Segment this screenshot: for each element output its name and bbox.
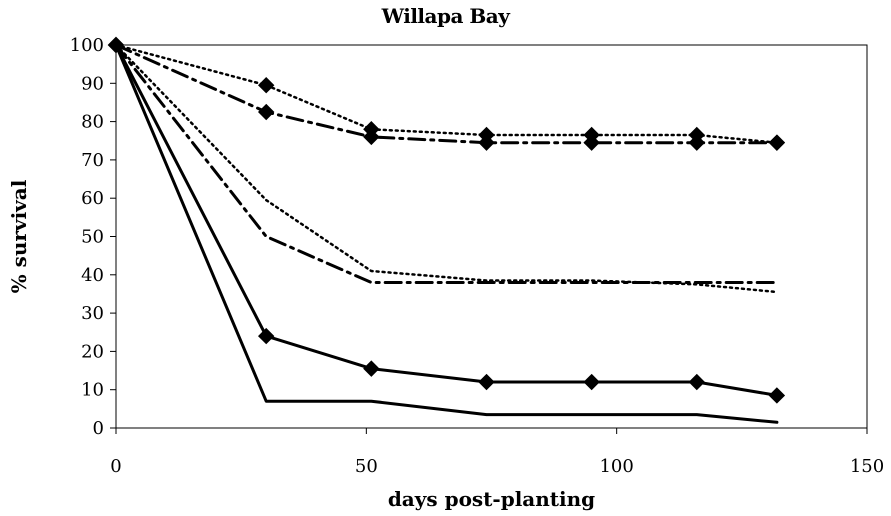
- series-group: [107, 36, 786, 424]
- series-line: [114, 43, 779, 424]
- series-line: [114, 43, 779, 397]
- axis-labels: 0 10 20 30 40 50 60 70 80 90 100 0 50 100 150 days post…: [7, 35, 884, 511]
- y-tick-label: 20: [81, 341, 104, 362]
- y-tick-label: 10: [81, 380, 104, 401]
- series-4: [114, 43, 779, 284]
- data-point: [768, 387, 786, 404]
- data-point: [363, 128, 380, 146]
- data-point: [583, 373, 600, 391]
- y-tick-label: 50: [81, 227, 104, 248]
- series-line: [114, 43, 779, 144]
- y-tick-label: 0: [93, 418, 104, 439]
- y-tick-label: 60: [81, 188, 104, 209]
- data-point: [257, 77, 275, 94]
- y-tick-label: 100: [70, 35, 104, 56]
- data-point: [688, 134, 705, 151]
- series-line: [114, 43, 779, 294]
- data-point: [688, 373, 705, 391]
- x-tick-label: 150: [850, 456, 884, 477]
- data-point: [478, 134, 495, 151]
- series-2: [107, 36, 786, 151]
- plot-frame: [115, 44, 868, 429]
- series-6: [114, 43, 779, 424]
- x-tick-label: 50: [355, 456, 378, 477]
- series-1: [107, 36, 786, 151]
- data-point: [257, 327, 275, 345]
- series-3: [114, 43, 779, 294]
- data-point: [478, 373, 495, 391]
- series-line: [114, 43, 779, 284]
- y-tick-label: 30: [81, 303, 104, 324]
- x-tick-label: 0: [110, 456, 121, 477]
- chart-title: Willapa Bay: [381, 4, 510, 28]
- y-axis-title: % survival: [7, 179, 31, 293]
- y-tick-label: 90: [81, 73, 104, 94]
- y-tick-label: 80: [81, 112, 104, 133]
- data-point: [363, 360, 380, 377]
- data-point: [768, 134, 786, 151]
- x-axis-title: days post-planting: [388, 487, 595, 511]
- y-tick-label: 70: [81, 150, 104, 171]
- data-point: [583, 134, 600, 151]
- series-line: [114, 43, 779, 145]
- x-tick-label: 100: [599, 456, 633, 477]
- series-5: [107, 36, 786, 404]
- axes: [110, 44, 868, 434]
- data-point: [257, 103, 275, 121]
- y-tick-label: 40: [81, 265, 104, 286]
